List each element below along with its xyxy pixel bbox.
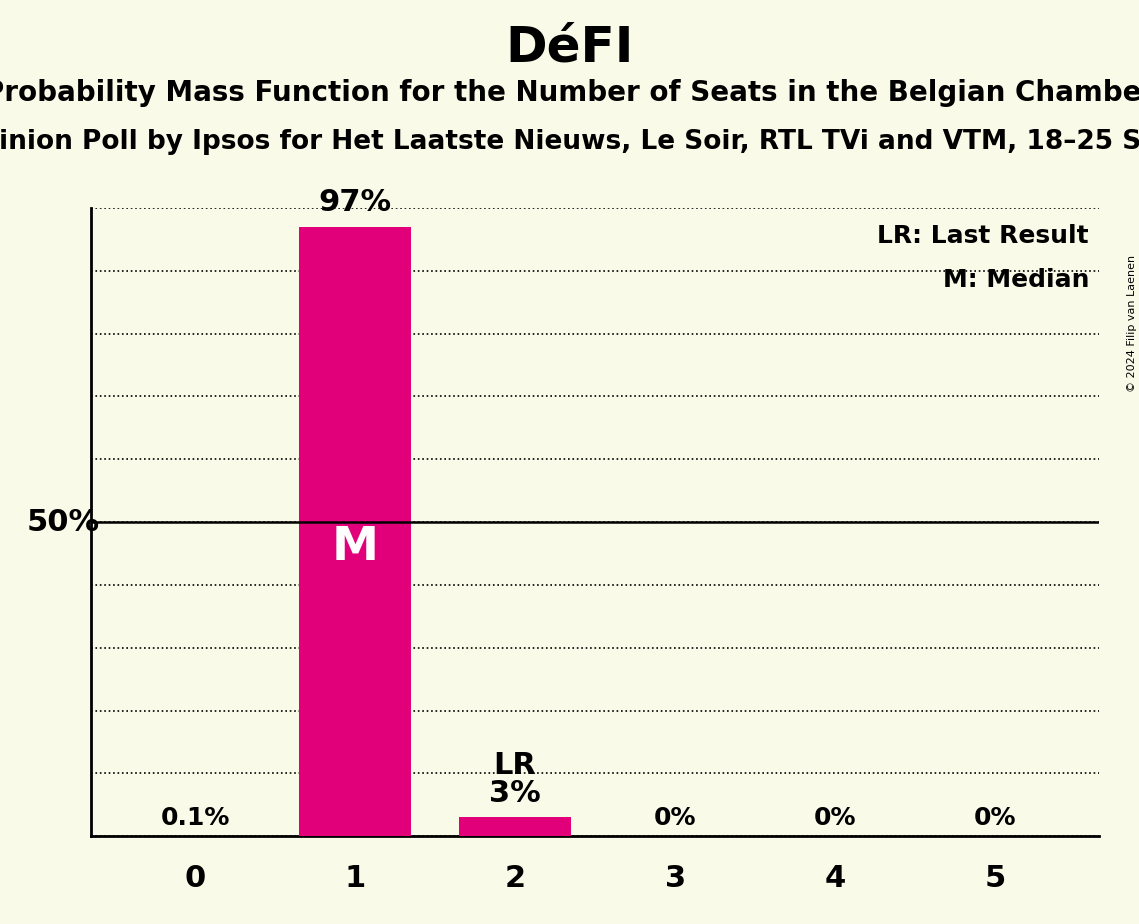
Text: M: M [331,525,378,570]
Text: 3%: 3% [490,779,541,808]
Bar [459,818,571,836]
Text: 0%: 0% [974,806,1016,830]
Text: DéFI: DéFI [506,23,633,71]
Text: 0%: 0% [654,806,696,830]
Text: 97%: 97% [319,188,392,217]
Text: n an Opinion Poll by Ipsos for Het Laatste Nieuws, Le Soir, RTL TVi and VTM, 18–: n an Opinion Poll by Ipsos for Het Laats… [0,129,1139,155]
Bar [300,226,411,836]
Text: © 2024 Filip van Laenen: © 2024 Filip van Laenen [1126,255,1137,392]
Text: M: Median: M: Median [943,268,1089,292]
Text: 0%: 0% [814,806,857,830]
Text: LR: LR [493,750,536,780]
Text: 0.1%: 0.1% [161,806,230,830]
Text: Probability Mass Function for the Number of Seats in the Belgian Chamber: Probability Mass Function for the Number… [0,79,1139,106]
Text: 50%: 50% [27,507,100,537]
Text: LR: Last Result: LR: Last Result [877,224,1089,248]
